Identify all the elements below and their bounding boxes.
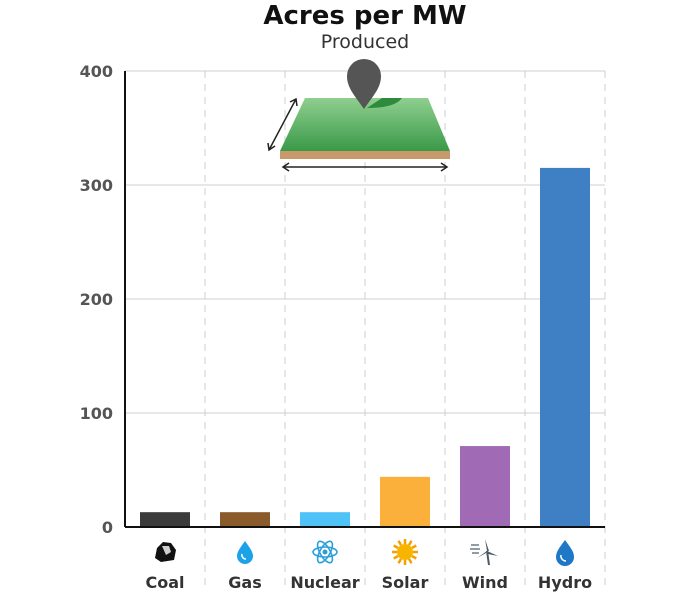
chart-subtitle: Produced bbox=[321, 31, 409, 53]
y-tick-label: 400 bbox=[80, 62, 113, 81]
bar-wind bbox=[460, 446, 510, 527]
category-label: Solar bbox=[382, 573, 429, 592]
bar-solar bbox=[380, 476, 430, 527]
category-label: Gas bbox=[228, 573, 261, 592]
wind-turbine-icon bbox=[470, 539, 498, 566]
bars bbox=[140, 167, 590, 527]
gas-drop-icon bbox=[237, 541, 253, 564]
category-label: Coal bbox=[145, 573, 184, 592]
land-plot-with-location-pin-icon bbox=[267, 59, 450, 172]
coal-icon bbox=[155, 542, 176, 562]
bar-nuclear bbox=[300, 512, 350, 527]
bar-gas bbox=[220, 512, 270, 527]
category-label: Hydro bbox=[538, 573, 592, 592]
category-label: Nuclear bbox=[290, 573, 359, 592]
grid bbox=[125, 70, 606, 590]
y-tick-label: 100 bbox=[80, 404, 113, 423]
y-tick-label: 0 bbox=[102, 518, 113, 537]
y-axis-ticks: 0 100 200 300 400 bbox=[80, 62, 113, 537]
bar-hydro bbox=[540, 167, 590, 527]
category-label: Wind bbox=[462, 573, 508, 592]
category-labels: Coal Gas Nuclear Solar Wind Hydro bbox=[145, 573, 592, 592]
atom-icon bbox=[312, 540, 338, 564]
bar-coal bbox=[140, 512, 190, 527]
category-icons bbox=[155, 539, 574, 566]
water-drop-icon bbox=[556, 540, 574, 566]
y-tick-label: 300 bbox=[80, 176, 113, 195]
y-tick-label: 200 bbox=[80, 290, 113, 309]
chart-title: Acres per MW bbox=[263, 1, 466, 31]
sun-icon bbox=[392, 539, 418, 565]
